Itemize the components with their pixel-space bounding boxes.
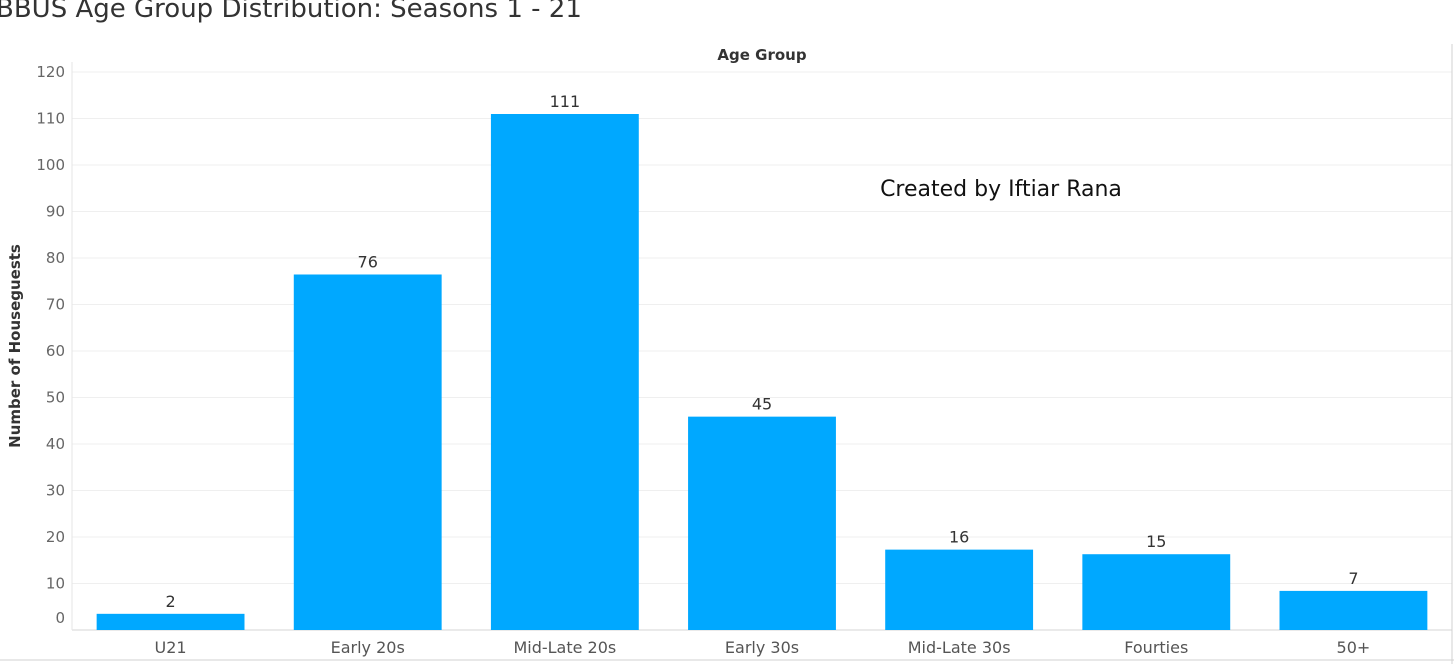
bar-value-label: 45: [752, 395, 772, 414]
x-tick-label: Early 20s: [331, 638, 405, 657]
x-tick-label: Fourties: [1124, 638, 1188, 657]
y-tick-label: 110: [36, 110, 65, 128]
bar-value-label: 76: [358, 252, 378, 271]
x-tick-labels: U21 Early 20s Mid-Late 20s Early 30s Mid-Lat…: [155, 638, 1371, 657]
y-tick-label: 20: [46, 528, 65, 546]
y-tick-label: 10: [46, 575, 65, 593]
bar[interactable]: [293, 274, 442, 630]
y-tick-label: 40: [46, 435, 65, 453]
bars: [96, 114, 1428, 630]
bar-value-label: 111: [550, 92, 581, 111]
y-tick-label: 50: [46, 389, 65, 407]
y-tick-label: 30: [46, 482, 65, 500]
bar-value-label: 7: [1348, 569, 1358, 588]
x-tick-label: U21: [155, 638, 187, 657]
x-tick-label: Mid-Late 20s: [513, 638, 616, 657]
y-tick-label: 0: [55, 609, 65, 627]
bar[interactable]: [1279, 590, 1428, 630]
y-axis-title: Number of Houseguests: [6, 244, 24, 448]
y-tick-label: 70: [46, 296, 65, 314]
y-tick-label: 100: [36, 156, 65, 174]
y-tick-label: 80: [46, 249, 65, 267]
bar[interactable]: [96, 613, 245, 630]
creator-annotation: Created by Iftiar Rana: [880, 177, 1122, 202]
bar[interactable]: [885, 549, 1034, 630]
bar-value-label: 15: [1146, 532, 1166, 551]
x-tick-label: Mid-Late 30s: [908, 638, 1011, 657]
bar-value-label: 16: [949, 528, 969, 547]
x-axis-title: Age Group: [717, 46, 806, 64]
y-tick-label: 120: [36, 63, 65, 81]
y-tick-label: 90: [46, 203, 65, 221]
bar[interactable]: [688, 416, 836, 630]
data-labels: 2 76 111 45 16 15 7: [165, 92, 1358, 611]
bar[interactable]: [490, 114, 639, 630]
y-tick-label: 60: [46, 342, 65, 360]
y-tick-labels: 0 10 20 30 40 50 60 70 80 90 100 110 120: [36, 63, 65, 627]
x-tick-label: Early 30s: [725, 638, 799, 657]
bar-value-label: 2: [165, 592, 175, 611]
page-title: BBUS Age Group Distribution: Seasons 1 -…: [0, 0, 582, 24]
x-tick-label: 50+: [1337, 638, 1371, 657]
bar[interactable]: [1082, 554, 1231, 630]
